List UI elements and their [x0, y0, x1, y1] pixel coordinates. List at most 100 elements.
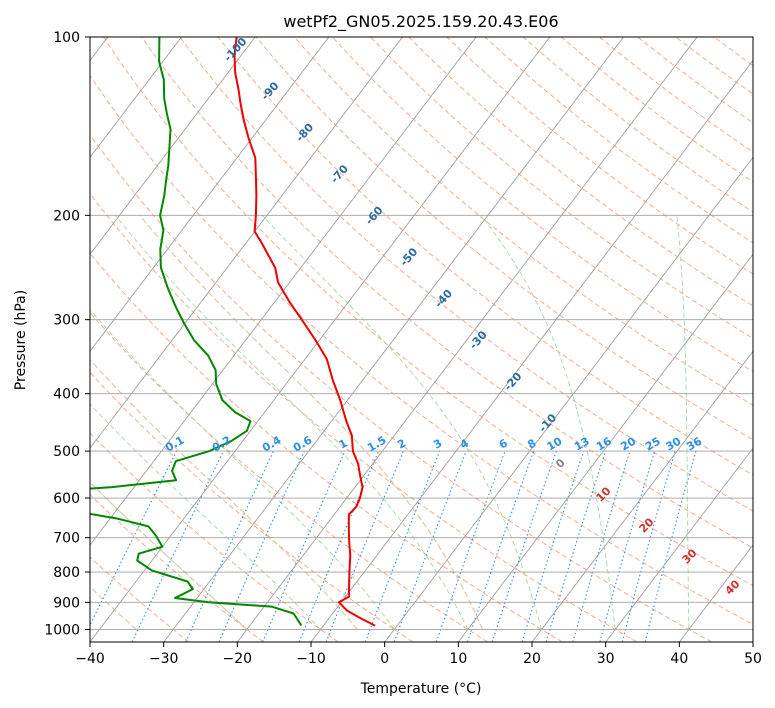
moist-adiabat-line — [90, 481, 248, 630]
mixing-ratio-line — [545, 450, 607, 642]
x-axis-title: Temperature (°C) — [360, 681, 482, 697]
moist-adiabat-line — [261, 214, 542, 630]
mixing-ratio-line — [466, 450, 535, 642]
dry-adiabat-line — [179, 37, 753, 512]
mixing-ratio-line — [90, 450, 178, 627]
mixing-ratio-label: 4 — [458, 436, 471, 451]
dry-adiabat-label: -40 — [432, 287, 455, 311]
dewpoint-profile-line — [90, 37, 303, 627]
temperature-profile-line — [233, 37, 376, 627]
y-tick-label: 500 — [53, 444, 80, 460]
dry-adiabat-line — [217, 37, 753, 476]
isotherm-line — [384, 156, 753, 642]
moist-adiabat-label: 0 — [553, 456, 568, 471]
mixing-ratio-line — [218, 450, 305, 642]
isotherm-line — [90, 37, 477, 546]
dry-adiabat-label: -90 — [259, 79, 282, 103]
dry-adiabat-line — [370, 37, 753, 339]
dry-adiabat-line — [408, 37, 753, 307]
isotherm-line — [90, 37, 256, 255]
dry-adiabat-label: -60 — [363, 204, 386, 228]
moist-adiabat-label: 40 — [723, 577, 743, 597]
mixing-ratio-line — [298, 450, 380, 642]
profile-traces — [90, 37, 376, 627]
isotherm-line — [90, 37, 182, 159]
dry-adiabat-line — [713, 37, 753, 67]
x-axis-ticks: −40 −30 −20 −10 0 10 20 30 40 50 — [75, 642, 762, 667]
dry-adiabat-line — [141, 37, 753, 549]
y-tick-label: 400 — [53, 387, 80, 403]
y-axis-ticks: 100 200 300 400 500 600 700 800 900 1000 — [44, 30, 90, 638]
dry-adiabat-label: -30 — [467, 328, 490, 352]
dry-adiabat-line — [446, 37, 753, 275]
dry-adiabat-label: -20 — [502, 370, 525, 394]
moist-adiabat-line — [676, 215, 690, 630]
moist-adiabat-label: 20 — [637, 515, 657, 535]
mixing-ratio-label: 2 — [395, 437, 408, 452]
mixing-ratio-line — [621, 450, 676, 642]
x-tick-label: −30 — [149, 651, 179, 667]
dry-adiabat-line — [90, 252, 563, 642]
mixing-ratio-line — [393, 450, 467, 642]
grid-lines — [90, 37, 753, 642]
plot-frame — [89, 36, 754, 643]
line-annotations: 0.1 0.2 0.4 0.6 1 1.5 2 3 4 6 8 10 13 16 20 25 30 36-100-… — [163, 37, 743, 598]
isotherm-line — [457, 253, 753, 642]
dry-adiabat-line — [90, 134, 712, 642]
x-tick-label: 50 — [744, 651, 762, 667]
dry-adiabat-line — [293, 37, 753, 406]
y-tick-label: 700 — [53, 531, 80, 547]
moist-adiabat-line — [763, 215, 775, 629]
dry-adiabat-line — [90, 311, 488, 642]
y-tick-label: 100 — [53, 30, 80, 46]
background-lines — [90, 37, 775, 642]
isotherm-line — [90, 37, 551, 642]
y-tick-label: 600 — [53, 491, 80, 507]
x-tick-label: 0 — [380, 651, 389, 667]
dry-adiabat-line — [90, 74, 753, 625]
mixing-ratio-label: 3 — [431, 437, 444, 452]
mixing-ratio-line — [521, 450, 585, 642]
y-tick-label: 800 — [53, 565, 80, 581]
mixing-ratio-line — [435, 450, 506, 642]
dry-adiabat-line — [90, 493, 264, 642]
x-tick-label: −10 — [296, 651, 326, 667]
mixing-ratio-line — [572, 450, 631, 642]
dry-adiabat-line — [484, 37, 753, 244]
isotherm-line — [90, 37, 403, 449]
x-tick-label: 10 — [449, 651, 467, 667]
x-tick-label: 20 — [523, 651, 541, 667]
dry-adiabat-line — [522, 37, 753, 213]
mixing-ratio-line — [599, 450, 656, 642]
y-tick-label: 1000 — [44, 622, 80, 638]
isotherm-line — [531, 350, 753, 642]
y-axis-title: Pressure (hPa) — [13, 290, 29, 390]
dry-adiabat-line — [90, 556, 190, 642]
isotherm-line — [752, 641, 753, 642]
dry-adiabat-label: -50 — [397, 245, 420, 269]
wet-bulb-line — [90, 586, 137, 630]
isotherm-line — [90, 37, 330, 352]
mixing-ratio-label: 6 — [497, 436, 510, 451]
dry-adiabat-line — [103, 37, 753, 587]
mixing-ratio-label: 8 — [525, 437, 538, 452]
chart-title: wetPf2_GN05.2025.159.20.43.E06 — [283, 12, 558, 32]
isotherm-line — [236, 37, 698, 642]
moist-adiabat-line — [90, 403, 321, 630]
y-tick-label: 200 — [53, 208, 80, 224]
y-tick-label: 300 — [53, 313, 80, 329]
dry-adiabat-line — [561, 37, 753, 183]
wet-bulb-line — [90, 481, 248, 630]
x-tick-label: −40 — [75, 651, 105, 667]
moist-adiabat-line — [114, 215, 469, 630]
mixing-ratio-line — [364, 450, 441, 642]
dry-adiabat-label: -80 — [293, 121, 316, 145]
dry-adiabat-label: -70 — [328, 162, 351, 186]
y-tick-label: 900 — [53, 595, 80, 611]
x-tick-label: 30 — [597, 651, 615, 667]
dry-adiabat-line — [332, 37, 753, 373]
moist-adiabat-label: 10 — [594, 484, 614, 504]
mixing-ratio-line — [325, 450, 404, 642]
mixing-ratio-line — [491, 450, 557, 642]
